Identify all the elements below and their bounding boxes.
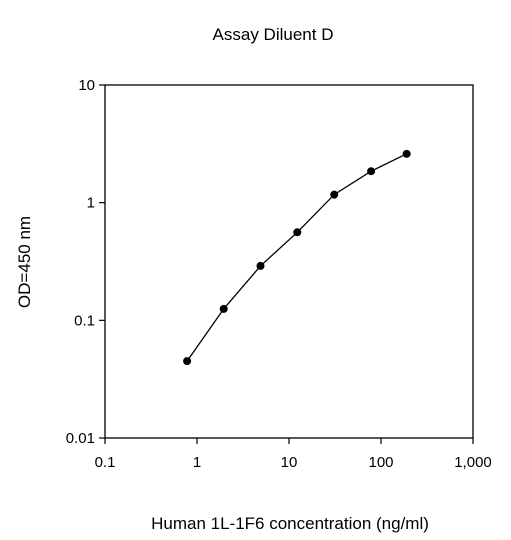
- y-tick-label: 10: [78, 77, 95, 94]
- data-point: [183, 357, 192, 366]
- series-layer: [183, 149, 411, 366]
- data-point: [402, 149, 411, 158]
- x-tick-label: 1: [193, 454, 201, 471]
- x-tick-label: 0.1: [95, 454, 116, 471]
- plot-area-frame: [104, 84, 474, 439]
- chart-title: Assay Diluent D: [213, 25, 334, 44]
- x-axis-ticks: 0.1 1 10 100 1,000: [95, 438, 492, 471]
- y-tick-label: 1: [87, 195, 95, 212]
- data-point: [367, 167, 376, 176]
- y-tick-label: 0.1: [74, 312, 95, 329]
- series-line: [186, 153, 407, 362]
- x-axis-label: Human 1L-1F6 concentration (ng/ml): [151, 514, 429, 533]
- y-axis-ticks: 0.01 0.1 1 10: [66, 77, 105, 447]
- data-point: [256, 261, 265, 270]
- x-tick-label: 10: [281, 454, 298, 471]
- y-tick-label: 0.01: [66, 430, 95, 447]
- x-tick-label: 1,000: [454, 454, 492, 471]
- data-point: [293, 228, 302, 237]
- x-tick-label: 100: [368, 454, 393, 471]
- data-point: [219, 304, 228, 313]
- y-axis-label: OD=450 nm: [15, 216, 34, 308]
- data-point: [330, 190, 339, 199]
